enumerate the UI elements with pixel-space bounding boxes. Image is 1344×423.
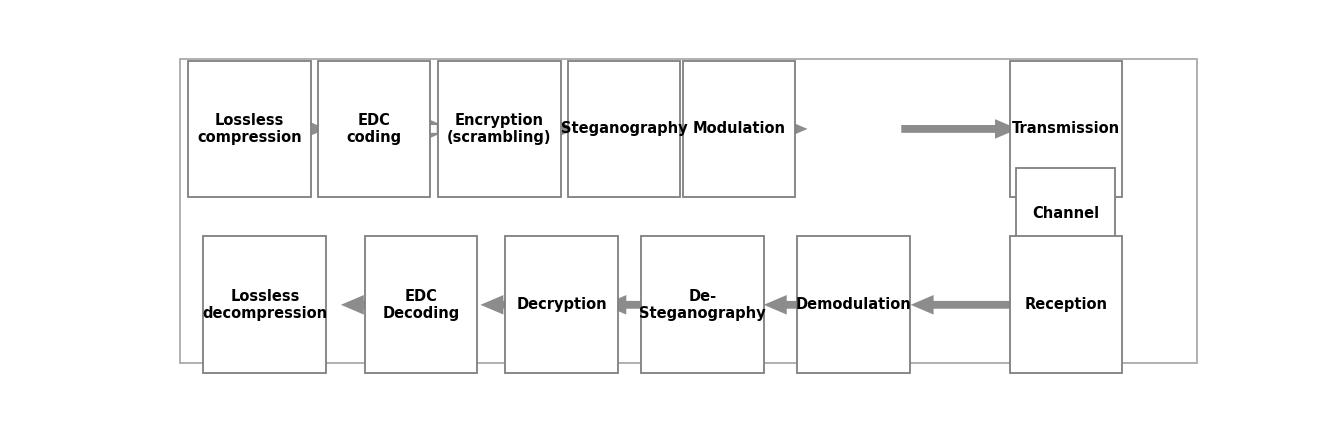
Polygon shape <box>481 295 520 315</box>
FancyBboxPatch shape <box>203 236 327 373</box>
FancyBboxPatch shape <box>641 236 763 373</box>
Polygon shape <box>785 119 808 139</box>
Text: Encryption
(scrambling): Encryption (scrambling) <box>448 113 551 145</box>
Polygon shape <box>1019 168 1113 199</box>
FancyBboxPatch shape <box>683 60 796 197</box>
Text: Reception: Reception <box>1024 297 1107 312</box>
Text: EDC
Decoding: EDC Decoding <box>383 288 460 321</box>
Polygon shape <box>554 119 577 139</box>
FancyBboxPatch shape <box>1009 60 1122 197</box>
Text: Decryption: Decryption <box>516 297 607 312</box>
Polygon shape <box>603 295 641 315</box>
Polygon shape <box>911 295 1017 315</box>
FancyBboxPatch shape <box>505 236 618 373</box>
FancyBboxPatch shape <box>438 60 560 197</box>
Text: Channel: Channel <box>1032 206 1099 221</box>
FancyBboxPatch shape <box>180 59 1198 363</box>
FancyBboxPatch shape <box>319 60 430 197</box>
Text: Lossless
decompression: Lossless decompression <box>203 288 328 321</box>
FancyBboxPatch shape <box>188 60 310 197</box>
FancyBboxPatch shape <box>797 236 910 373</box>
Text: Lossless
compression: Lossless compression <box>198 113 301 145</box>
Text: Transmission: Transmission <box>1012 121 1120 137</box>
Text: Demodulation: Demodulation <box>796 297 911 312</box>
FancyBboxPatch shape <box>1009 236 1122 373</box>
Polygon shape <box>763 295 804 315</box>
Text: EDC
coding: EDC coding <box>347 113 402 145</box>
Text: Modulation: Modulation <box>692 121 785 137</box>
Text: De-
Steganography: De- Steganography <box>638 288 766 321</box>
Polygon shape <box>669 119 692 139</box>
Polygon shape <box>304 119 327 139</box>
FancyBboxPatch shape <box>1016 168 1116 259</box>
FancyBboxPatch shape <box>569 60 680 197</box>
Text: Steganography: Steganography <box>560 121 688 137</box>
Polygon shape <box>429 119 452 139</box>
FancyBboxPatch shape <box>364 236 477 373</box>
Polygon shape <box>341 295 379 315</box>
Polygon shape <box>902 119 1017 139</box>
Polygon shape <box>1019 228 1113 259</box>
